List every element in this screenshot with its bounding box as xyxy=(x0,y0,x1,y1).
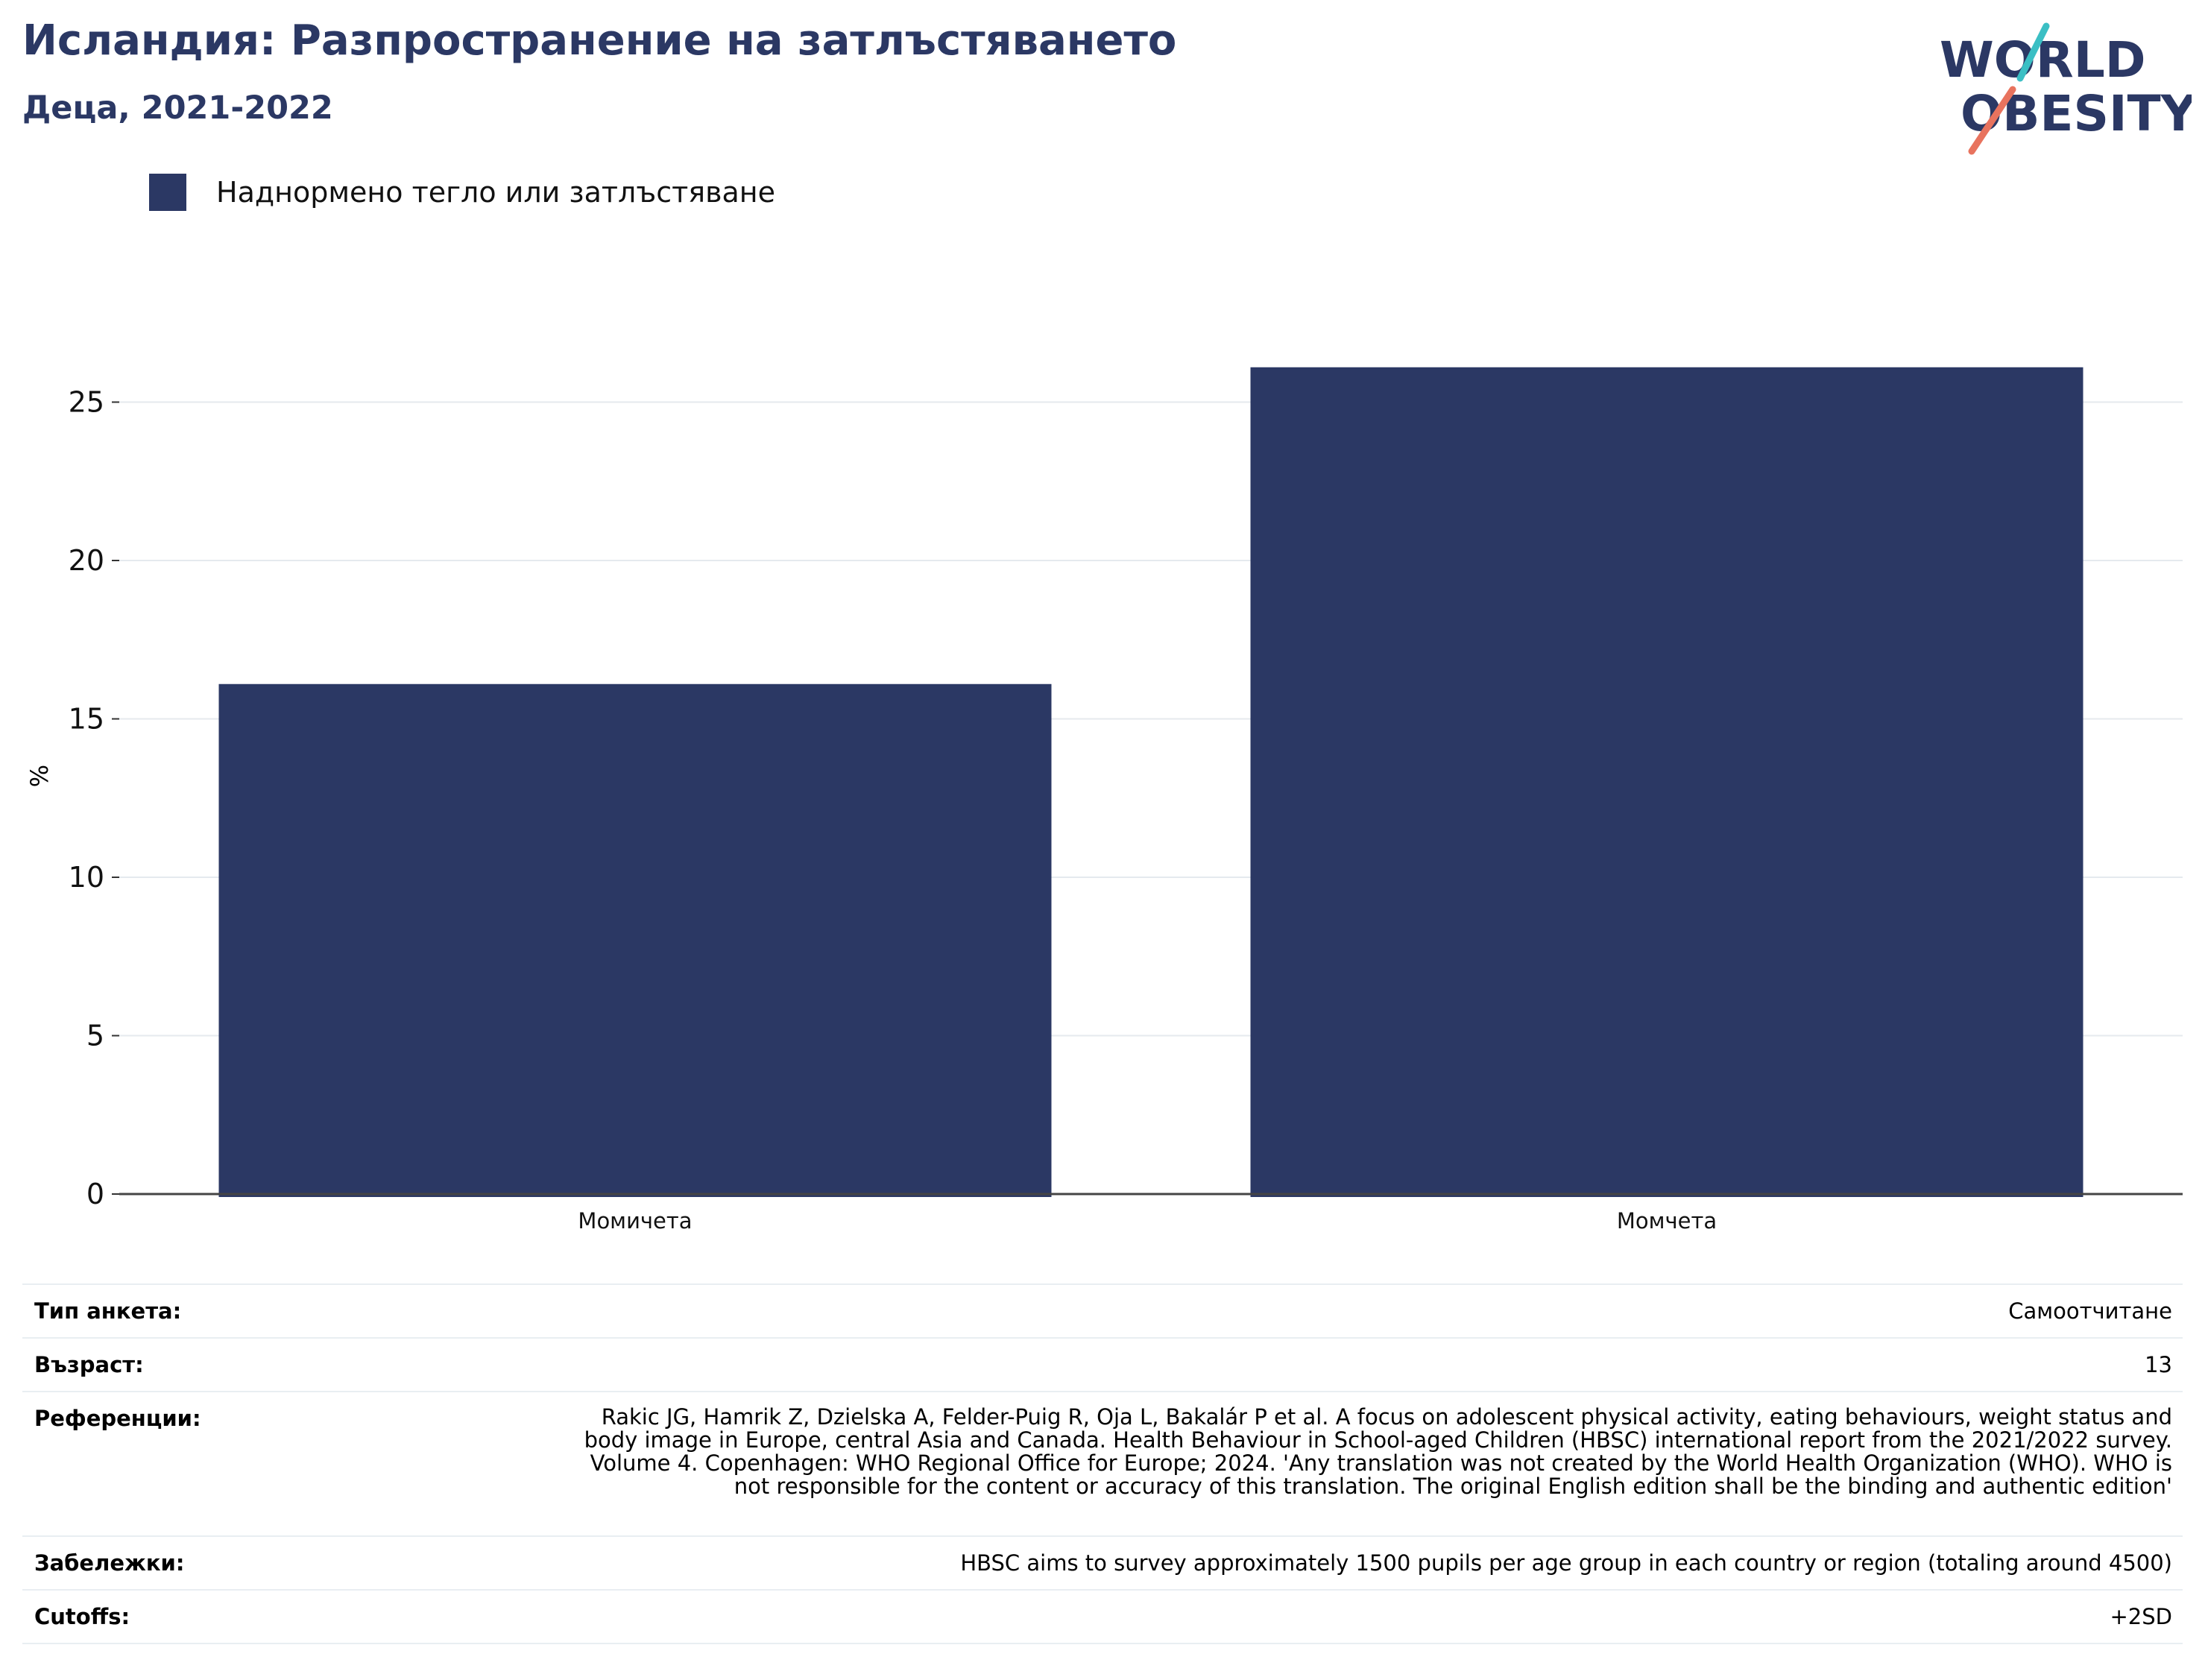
y-tick-label: 15 xyxy=(69,703,104,736)
y-tick-label: 10 xyxy=(69,861,104,894)
logo-line1: WORLD xyxy=(1940,31,2146,89)
meta-row-survey-type: Тип анкета: Самоотчитане xyxy=(22,1285,2183,1339)
meta-row-cutoffs: Cutoffs: +2SD xyxy=(22,1591,2183,1644)
legend-label: Наднормено тегло или затлъстяване xyxy=(216,175,775,209)
logo-slash-top xyxy=(2016,22,2050,82)
survey-type-value: Самоотчитане xyxy=(2008,1298,2172,1324)
bar xyxy=(218,683,1052,1197)
y-tick-label: 5 xyxy=(86,1020,104,1052)
bar-chart: 0 5 10 15 20 25 Момичета Момчета xyxy=(69,367,2183,1234)
chart-title: Исландия: Разпространение на затлъстяван… xyxy=(22,16,1177,65)
cutoffs-label: Cutoffs: xyxy=(34,1604,130,1629)
survey-type-label: Тип анкета: xyxy=(34,1298,182,1324)
bar xyxy=(1250,367,2083,1197)
meta-row-notes: Забележки: HBSC aims to survey approxima… xyxy=(22,1537,2183,1591)
references-value: Rakic JG, Hamrik Z, Dzielska A, Felder-P… xyxy=(584,1404,2172,1499)
y-tick-label: 0 xyxy=(86,1178,104,1210)
legend-swatch xyxy=(149,173,186,211)
y-tick-label: 20 xyxy=(69,544,104,577)
meta-row-references: Референции: Rakic JG, Hamrik Z, Dzielska… xyxy=(22,1392,2183,1537)
logo-slash-bottom xyxy=(1968,86,2016,155)
world-obesity-logo: WORLD OBESITY xyxy=(1940,22,2192,155)
metadata-table: Тип анкета: Самоотчитане Възраст: 13 Реф… xyxy=(22,1283,2183,1644)
y-tick-label: 25 xyxy=(69,386,104,419)
notes-label: Забележки: xyxy=(34,1550,185,1576)
notes-value: HBSC aims to survey approximately 1500 p… xyxy=(960,1550,2172,1576)
x-tick-label: Момичета xyxy=(578,1208,692,1234)
x-tick-label: Момчета xyxy=(1617,1208,1717,1234)
age-value: 13 xyxy=(2145,1352,2172,1377)
cutoffs-value: +2SD xyxy=(2110,1604,2173,1629)
meta-row-age: Възраст: 13 xyxy=(22,1339,2183,1392)
age-label: Възраст: xyxy=(34,1352,144,1377)
chart-subtitle: Деца, 2021-2022 xyxy=(22,89,333,127)
legend: Наднормено тегло или затлъстяване xyxy=(149,171,775,212)
references-label: Референции: xyxy=(34,1406,201,1431)
